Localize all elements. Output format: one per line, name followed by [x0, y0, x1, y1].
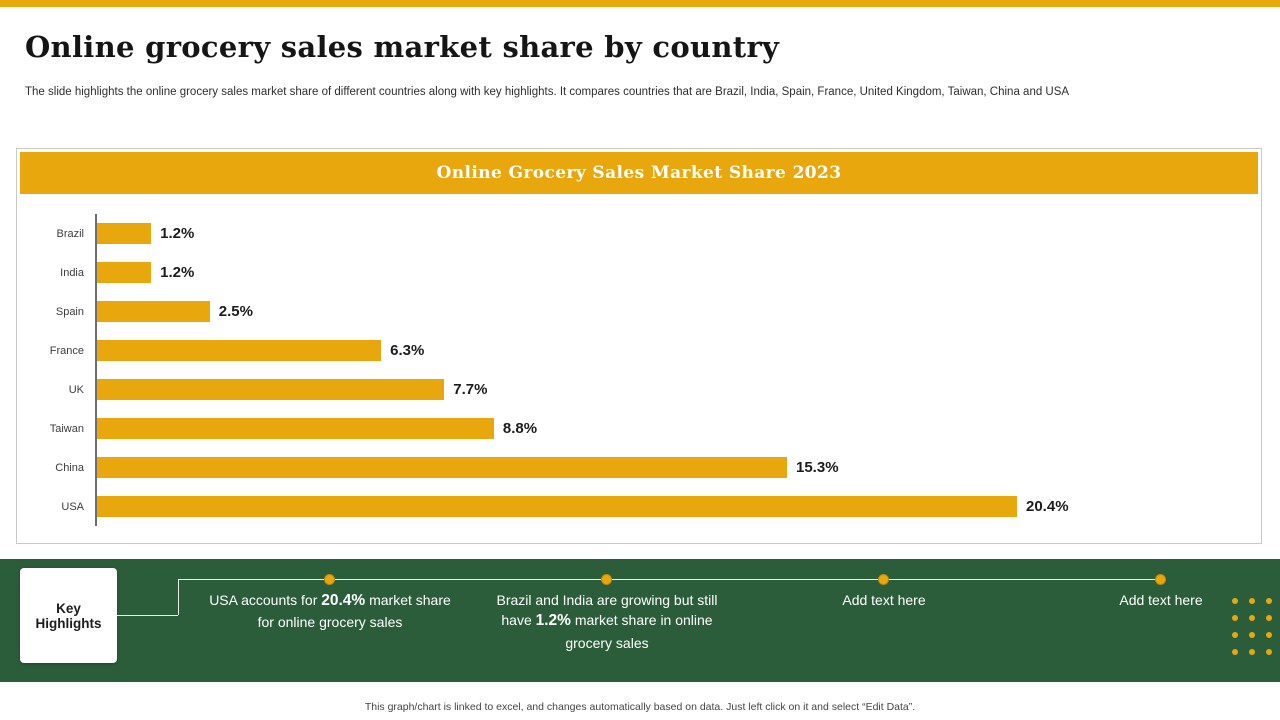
- decorative-dot-grid: [1232, 598, 1272, 655]
- chart-row: USA 20.4%: [17, 487, 1247, 526]
- highlight-bold-value: 20.4%: [321, 592, 366, 609]
- chart-row: Taiwan 8.8%: [17, 409, 1247, 448]
- page-title: Online grocery sales market share by cou…: [25, 30, 780, 64]
- bar[interactable]: [97, 223, 152, 244]
- bar-area: 1.2%: [95, 253, 1247, 292]
- bar-area: 15.3%: [95, 448, 1247, 487]
- category-label: Brazil: [56, 227, 84, 240]
- timeline-dot: [878, 574, 889, 585]
- category-label: UK: [68, 383, 84, 396]
- bar-chart: Brazil 1.2% India 1.2% Spain 2.5%: [17, 197, 1261, 526]
- chart-row: Brazil 1.2%: [17, 214, 1247, 253]
- category-label: USA: [61, 500, 84, 513]
- timeline-dot: [1155, 574, 1166, 585]
- bar[interactable]: [97, 457, 787, 478]
- bar-area: 1.2%: [95, 214, 1247, 253]
- bar-value-label: 20.4%: [1026, 498, 1069, 515]
- highlight-text: market share in online grocery sales: [565, 612, 713, 651]
- bar-area: 6.3%: [95, 331, 1247, 370]
- bar-area: 2.5%: [95, 292, 1247, 331]
- chart-row: UK 7.7%: [17, 370, 1247, 409]
- bar-value-label: 8.8%: [502, 420, 538, 437]
- chart-title: Online Grocery Sales Market Share 2023: [436, 163, 842, 183]
- highlight-item-placeholder[interactable]: Add text here: [759, 590, 1009, 610]
- highlight-bold-value: 1.2%: [535, 612, 571, 630]
- timeline-connector-vertical: [178, 579, 179, 615]
- chart-card[interactable]: Online Grocery Sales Market Share 2023 B…: [16, 148, 1262, 544]
- bar[interactable]: [97, 340, 382, 361]
- timeline-dot: [324, 574, 335, 585]
- chart-row: China 15.3%: [17, 448, 1247, 487]
- bar-value-label: 2.5%: [218, 303, 253, 320]
- highlight-text: USA accounts for: [209, 592, 322, 608]
- bar-value-label: 1.2%: [160, 264, 195, 281]
- bar-value-label: 1.2%: [160, 225, 195, 242]
- bar-area: 7.7%: [95, 370, 1247, 409]
- key-highlights-label: Key Highlights: [35, 600, 102, 631]
- category-label: Spain: [55, 305, 84, 318]
- highlight-item-placeholder[interactable]: Add text here: [1036, 590, 1280, 610]
- bar[interactable]: [97, 301, 210, 322]
- highlight-text: Brazil and India are growing but still h…: [496, 592, 718, 629]
- timeline-dot: [601, 574, 612, 585]
- page-subtitle: The slide highlights the online grocery …: [25, 86, 1070, 98]
- bar[interactable]: [97, 262, 152, 283]
- highlight-item: USA accounts for 20.4% market share for …: [205, 590, 455, 633]
- bar[interactable]: [97, 379, 445, 400]
- bar[interactable]: [97, 418, 494, 439]
- bar-area: 20.4%: [95, 487, 1247, 526]
- timeline-connector-elbow: [117, 615, 178, 616]
- category-label: France: [49, 344, 84, 357]
- top-accent-bar: [0, 0, 1280, 7]
- category-label: India: [60, 266, 84, 279]
- bar[interactable]: [97, 496, 1017, 517]
- bar-area: 8.8%: [95, 409, 1247, 448]
- chart-row: France 6.3%: [17, 331, 1247, 370]
- footer-note: This graph/chart is linked to excel, and…: [364, 701, 916, 713]
- chart-row: India 1.2%: [17, 253, 1247, 292]
- highlight-item: Brazil and India are growing but still h…: [482, 590, 732, 653]
- category-label: Taiwan: [49, 422, 84, 435]
- chart-row: Spain 2.5%: [17, 292, 1247, 331]
- placeholder-text[interactable]: Add text here: [842, 592, 926, 608]
- bar-value-label: 6.3%: [390, 342, 425, 359]
- chart-title-band: Online Grocery Sales Market Share 2023: [20, 152, 1258, 194]
- bar-value-label: 15.3%: [796, 459, 839, 476]
- timeline-line: [178, 579, 1161, 580]
- bar-value-label: 7.7%: [453, 381, 488, 398]
- placeholder-text[interactable]: Add text here: [1119, 592, 1203, 608]
- highlights-band: Key Highlights USA accounts for 20.4% ma…: [0, 559, 1280, 682]
- highlight-text: market share for online grocery sales: [257, 592, 451, 631]
- key-highlights-box: Key Highlights: [20, 568, 117, 663]
- category-label: China: [55, 461, 84, 474]
